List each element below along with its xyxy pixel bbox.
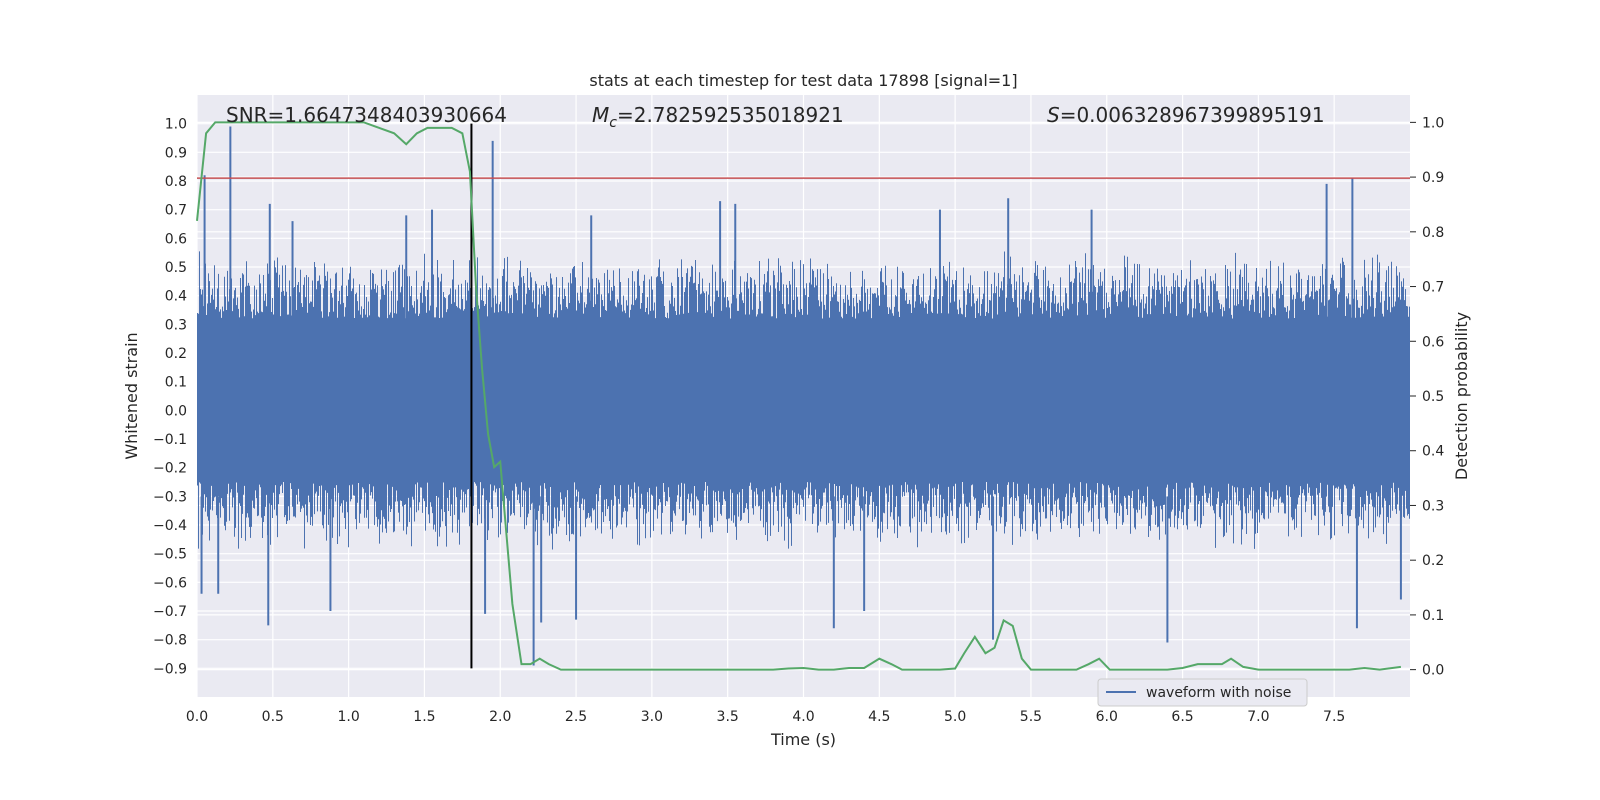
y-tick-label: −0.1	[153, 432, 187, 448]
x-tick-label: 1.0	[337, 709, 359, 725]
x-tick-label: 7.0	[1247, 709, 1269, 725]
y-tick-label: 0.6	[165, 231, 187, 247]
x-tick-label: 6.5	[1171, 709, 1193, 725]
y2-tick-label: 0.1	[1422, 608, 1444, 624]
y-tick-label: 1.0	[165, 117, 187, 133]
x-tick-label: 6.0	[1096, 709, 1118, 725]
y2-tick-label: 0.8	[1422, 225, 1444, 241]
x-tick-label: 2.0	[489, 709, 511, 725]
x-tick-label: 4.0	[792, 709, 814, 725]
x-tick-label: 5.5	[1020, 709, 1042, 725]
y-tick-label: −0.9	[153, 661, 187, 677]
y-tick-label: 0.9	[165, 145, 187, 161]
mc-subscript: c	[609, 115, 617, 131]
y2-tick-label: 0.5	[1422, 389, 1444, 405]
mc-value: =2.782592535018921	[617, 103, 844, 127]
y2-axis-ticks: 0.0 0.1 0.2 0.3 0.4 0.5 0.6 0.7 0.8 0.9 1.0	[1410, 115, 1444, 679]
snr-annotation: SNR=1.6647348403930664	[226, 103, 507, 127]
x-tick-label: 4.5	[868, 709, 890, 725]
y2-tick-label: 0.0	[1422, 663, 1444, 679]
waveform-series	[197, 126, 1410, 666]
y-tick-label: 0.8	[165, 174, 187, 190]
y-axis-ticks: −0.9 −0.8 −0.7 −0.6 −0.5 −0.4 −0.3 −0.2 −0.1 0.0 0…	[153, 117, 187, 678]
s-symbol: S	[1047, 103, 1060, 127]
y-tick-label: −0.7	[153, 604, 187, 620]
y-tick-label: 0.3	[165, 317, 187, 333]
y2-tick-label: 0.9	[1422, 170, 1444, 186]
x-tick-label: 1.5	[413, 709, 435, 725]
legend-label: waveform with noise	[1146, 685, 1291, 701]
legend: waveform with noise	[1097, 678, 1308, 707]
x-tick-label: 3.0	[641, 709, 663, 725]
y-tick-label: −0.4	[153, 518, 187, 534]
y-tick-label: 0.2	[165, 346, 187, 362]
y-tick-label: 0.5	[165, 260, 187, 276]
chart-title: stats at each timestep for test data 178…	[589, 71, 1017, 90]
x-tick-label: 7.5	[1323, 709, 1345, 725]
y2-axis-label: Detection probability	[1452, 312, 1471, 480]
y-tick-label: −0.8	[153, 633, 187, 649]
y2-tick-label: 0.3	[1422, 498, 1444, 514]
x-tick-label: 2.5	[565, 709, 587, 725]
y-tick-label: −0.2	[153, 461, 187, 477]
chirp-mass-annotation: Mc=2.782592535018921	[592, 103, 844, 131]
x-tick-label: 0.0	[186, 709, 208, 725]
s-annotation: S=0.006328967399895191	[1047, 103, 1325, 127]
y2-tick-label: 0.4	[1422, 444, 1444, 460]
y-tick-label: 0.1	[165, 375, 187, 391]
legend-box	[1097, 678, 1308, 707]
y-tick-label: −0.6	[153, 575, 187, 591]
x-axis-ticks: 0.0 0.5 1.0 1.5 2.0 2.5 3.0 3.5 4.0 4.5 5.0 5.5 6.0 6…	[186, 709, 1345, 725]
y-tick-label: −0.5	[153, 547, 187, 563]
x-axis-label: Time (s)	[770, 730, 836, 749]
y-tick-label: 0.4	[165, 289, 187, 305]
x-tick-label: 0.5	[262, 709, 284, 725]
y-tick-label: 0.7	[165, 203, 187, 219]
s-value: =0.006328967399895191	[1060, 103, 1325, 127]
y2-tick-label: 0.6	[1422, 334, 1444, 350]
plot-content	[196, 121, 1410, 671]
mc-symbol: M	[592, 103, 609, 127]
y-axis-label: Whitened strain	[122, 332, 141, 459]
y2-tick-label: 0.2	[1422, 553, 1444, 569]
y2-tick-label: 0.7	[1422, 280, 1444, 296]
y2-tick-label: 1.0	[1422, 115, 1444, 131]
detection-probability-line	[196, 121, 1402, 671]
x-tick-label: 5.0	[944, 709, 966, 725]
y-tick-label: −0.3	[153, 489, 187, 505]
x-tick-label: 3.5	[717, 709, 739, 725]
y-tick-label: 0.0	[165, 403, 187, 419]
